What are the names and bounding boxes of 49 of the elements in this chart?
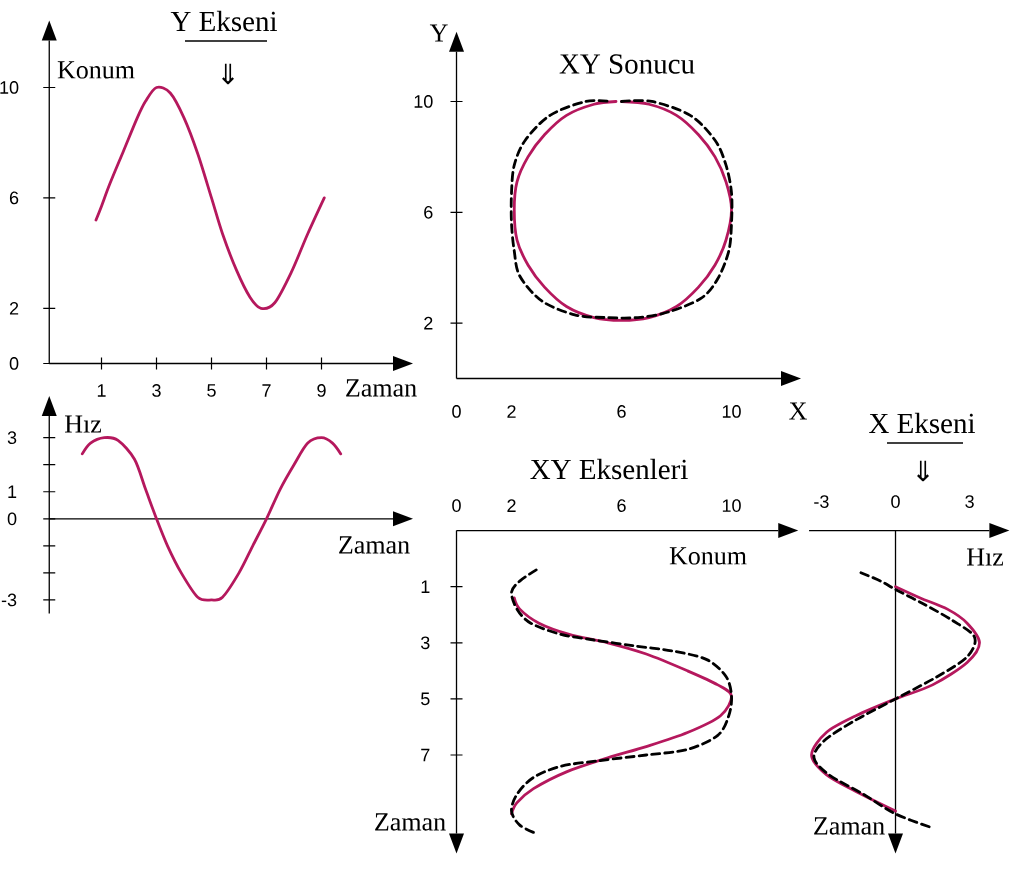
y-tick-label: 6: [9, 191, 19, 205]
y-tick-label: 0: [9, 357, 19, 370]
y-axis-title: Zaman: [814, 817, 885, 835]
x-tick-label: 2: [507, 405, 516, 418]
y-tick-label: 2: [424, 316, 433, 330]
y-tick-label: -3: [1, 593, 17, 607]
y-tick-label: 6: [424, 205, 433, 219]
x-tick-label: 6: [617, 405, 626, 418]
chart-title: XY Sonucu: [559, 54, 695, 74]
x-tick-label: 3: [965, 495, 974, 508]
x-axis-title: X: [789, 402, 807, 420]
line-series: [94, 85, 326, 310]
y-tick-label: 0: [7, 512, 17, 526]
x-tick-label: 0: [891, 495, 900, 508]
text: ⇓: [222, 63, 234, 85]
y-tick-label: 1: [8, 485, 17, 498]
chart-title: X Ekseni: [869, 412, 975, 434]
x-tick-label: 9: [317, 384, 326, 397]
chart-title: Y Ekseni: [170, 10, 277, 32]
x-tick-label: 5: [207, 384, 216, 397]
x-tick-label: 0: [452, 499, 461, 512]
x-tick-label: 2: [507, 499, 516, 512]
y-axis-title: Hız: [64, 415, 102, 433]
y-tick-label: 10: [414, 95, 433, 108]
x-tick-label: 1: [97, 384, 106, 397]
x-axis-title: Konum: [669, 547, 747, 565]
x-axis-title: Zaman: [339, 536, 410, 554]
x-axis-title: Hız: [966, 548, 1004, 566]
y-axis-title: Konum: [57, 61, 135, 79]
x-tick-label: 7: [262, 384, 271, 397]
chart-subtitle: ⇓: [917, 460, 930, 482]
x-tick-label: 0: [452, 405, 461, 418]
y-axis-title: Y: [429, 24, 448, 42]
x-tick-label: 10: [722, 499, 741, 512]
y-tick-label: 7: [421, 748, 430, 762]
x-tick-label: -3: [814, 495, 829, 508]
x-tick-label: 6: [617, 499, 626, 512]
y-tick-label: 3: [420, 636, 430, 650]
x-tick-label: 3: [152, 384, 161, 397]
y-tick-label: 3: [7, 431, 17, 445]
line-series: [510, 568, 733, 835]
y-tick-label: 2: [9, 302, 19, 315]
x-tick-label: 10: [722, 405, 741, 418]
y-tick-label: 10: [0, 81, 19, 94]
y-axis-title: Zaman: [375, 813, 446, 831]
y-tick-label: 5: [421, 692, 430, 706]
x-axis-title: Zaman: [346, 379, 417, 397]
y-tick-label: 1: [421, 580, 430, 593]
chart-title: XY Eksenleri: [530, 458, 688, 480]
